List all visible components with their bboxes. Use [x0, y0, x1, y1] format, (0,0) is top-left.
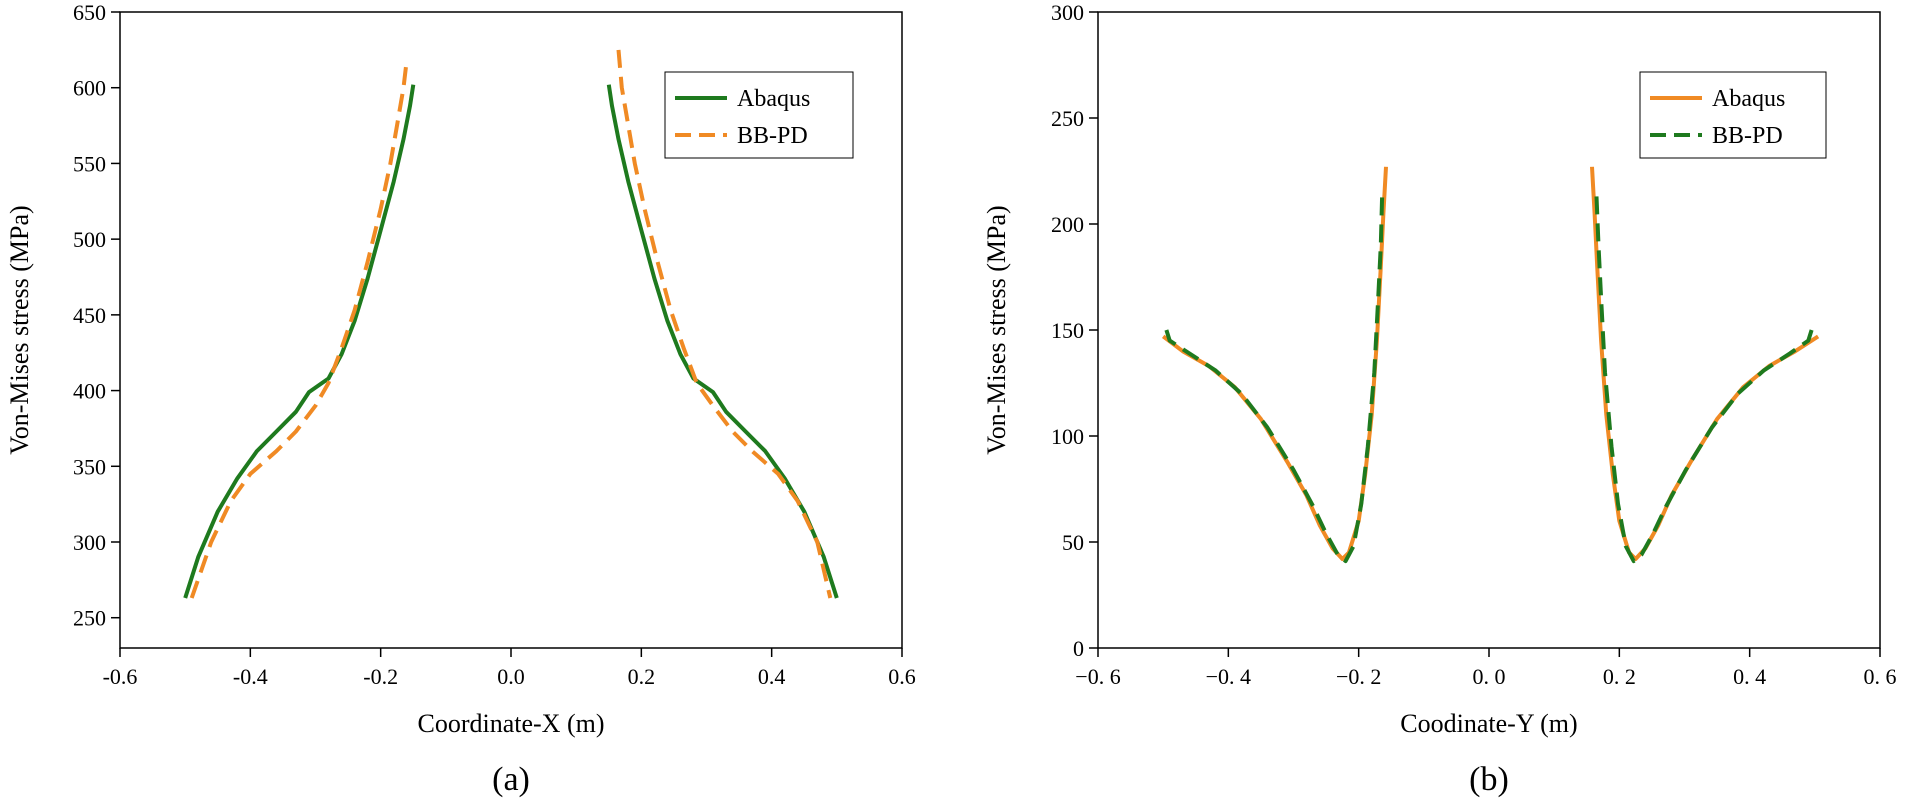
y-tick-label: 300 — [73, 530, 106, 555]
x-tick-label: -0.4 — [233, 664, 268, 689]
series-abaqus-line — [183, 84, 416, 599]
x-tick-label: 0.6 — [888, 664, 916, 689]
y-tick-label: 250 — [73, 606, 106, 631]
x-tick-label: −0. 6 — [1075, 664, 1120, 689]
series-abaqus-line — [1161, 166, 1388, 561]
y-tick-label: 50 — [1062, 530, 1084, 555]
x-tick-label: 0. 2 — [1603, 664, 1636, 689]
series-bb-pd-line — [616, 49, 833, 599]
y-tick-label: 150 — [1051, 318, 1084, 343]
legend-entry: BB-PD — [737, 123, 808, 149]
x-tick-label: 0. 4 — [1733, 664, 1766, 689]
x-tick-label: −0. 4 — [1206, 664, 1251, 689]
y-tick-label: 250 — [1051, 106, 1084, 131]
x-axis-label: Coordinate-X (m) — [417, 709, 604, 738]
x-tick-label: 0.4 — [758, 664, 786, 689]
legend-entry: BB-PD — [1712, 123, 1783, 149]
y-tick-label: 400 — [73, 379, 106, 404]
x-tick-label: −0. 2 — [1336, 664, 1381, 689]
panel-a-chart: -0.6 -0.4 -0.2 0.0 0.2 0.4 0.6 250 300 350 400 450 5… — [5, 0, 916, 798]
series-abaqus-line — [606, 84, 839, 599]
y-tick-label: 550 — [73, 151, 106, 176]
panel-label: (b) — [1469, 761, 1509, 798]
y-tick-label: 500 — [73, 227, 106, 252]
x-tick-label: -0.6 — [103, 664, 138, 689]
x-tick-label: -0.2 — [363, 664, 398, 689]
y-tick-label: 600 — [73, 76, 106, 101]
panel-b-chart: −0. 6 −0. 4 −0. 2 0. 0 0. 2 0. 4 0. 6 0 50 100 150… — [982, 0, 1897, 798]
panel-label: (a) — [492, 761, 530, 798]
x-tick-label: 0.0 — [497, 664, 525, 689]
y-tick-label: 200 — [1051, 212, 1084, 237]
x-tick-label: 0. 0 — [1473, 664, 1506, 689]
y-tick-label: 350 — [73, 454, 106, 479]
series-bb-pd-line — [1594, 196, 1814, 564]
x-tick-label: 0.2 — [628, 664, 656, 689]
y-tick-label: 0 — [1073, 636, 1084, 661]
x-tick-label: 0. 6 — [1864, 664, 1897, 689]
y-axis-label: Von-Mises stress (MPa) — [982, 205, 1011, 454]
y-tick-label: 300 — [1051, 0, 1084, 25]
legend-entry: Abaqus — [737, 86, 810, 112]
legend-entry: Abaqus — [1712, 86, 1785, 112]
y-axis-label: Von-Mises stress (MPa) — [5, 205, 34, 454]
y-tick-label: 100 — [1051, 424, 1084, 449]
series-bb-pd-line — [1164, 196, 1385, 564]
y-tick-label: 450 — [73, 303, 106, 328]
y-tick-label: 650 — [73, 0, 106, 25]
x-axis-label: Coodinate-Y (m) — [1400, 709, 1577, 738]
series-abaqus-line — [1590, 166, 1820, 561]
series-bb-pd-line — [189, 60, 409, 599]
legend-box — [664, 71, 854, 159]
legend-box — [1639, 71, 1827, 159]
